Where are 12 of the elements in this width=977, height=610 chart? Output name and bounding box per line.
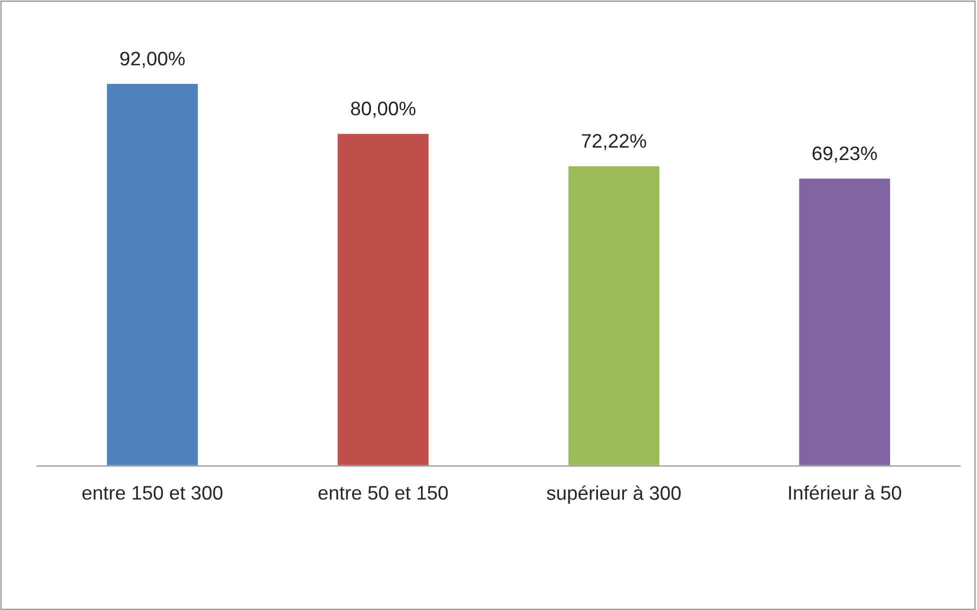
x-tick-label: Inférieur à 50 — [789, 485, 902, 500]
data-label: 69,23% — [812, 146, 877, 163]
data-label: 80,00% — [351, 102, 416, 118]
bar — [336, 132, 430, 466]
data-label: 92,00% — [120, 52, 185, 68]
bar — [106, 82, 200, 466]
bar — [567, 164, 661, 466]
bar — [798, 177, 892, 466]
data-label: 72,22% — [582, 134, 646, 150]
x-tick-label: supérieur à 300 — [546, 485, 681, 504]
x-tick-label: entre 150 et 300 — [82, 486, 222, 500]
x-tick-label: entre 50 et 150 — [318, 486, 448, 500]
